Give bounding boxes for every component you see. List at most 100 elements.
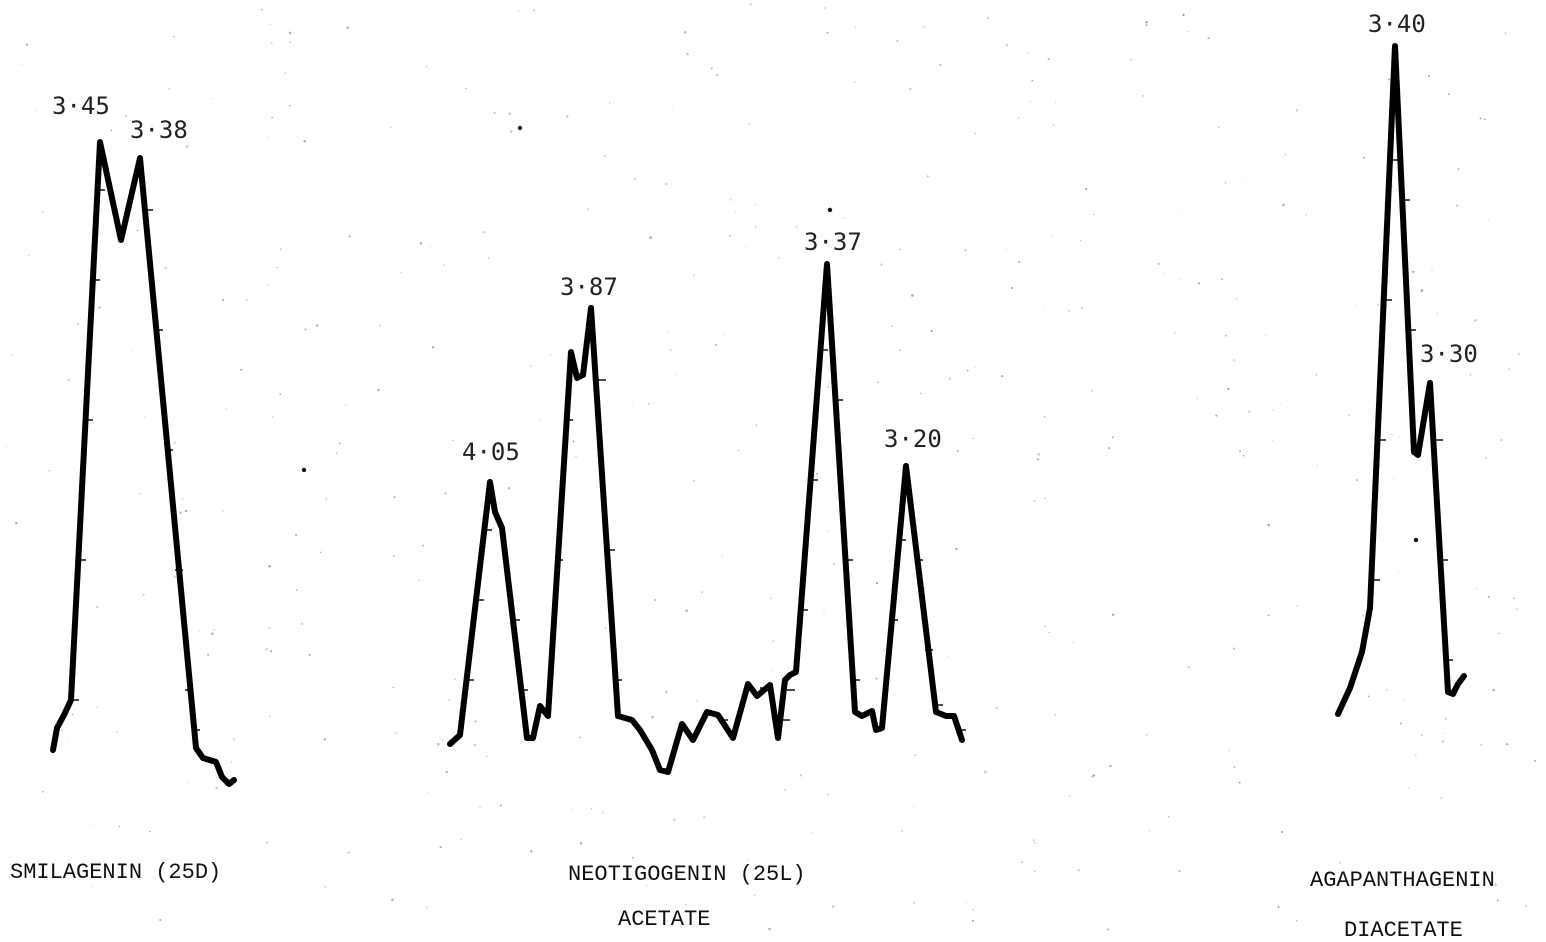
speck [771,670,774,672]
speck [854,26,857,29]
speck [754,204,757,206]
speck [431,346,435,349]
speck [1295,109,1299,112]
speck [1518,353,1520,355]
speck [426,906,429,909]
speck [966,369,969,372]
speck [710,67,713,70]
speck [1053,713,1057,717]
speck [474,720,477,723]
speck [972,437,974,439]
speck [875,582,879,585]
speck [827,385,830,388]
speck [604,627,607,629]
speck [1069,795,1071,797]
speck [667,331,669,333]
speck [379,324,381,327]
compound-name: SMILAGENIN (25D) [10,860,221,885]
speck [795,225,798,229]
speck [769,597,772,600]
speck [335,452,338,454]
speck [394,731,397,735]
speck [1111,436,1114,439]
speck [1492,688,1496,692]
speck [651,716,654,719]
speck [673,818,676,821]
speck [1167,815,1170,818]
speck [1398,572,1400,574]
speck [270,650,273,653]
speck [833,562,835,565]
speck [96,706,98,708]
speck [483,230,486,234]
speck [1048,387,1050,389]
speck [1420,734,1423,736]
ink-dot [1413,537,1419,543]
speck [1496,899,1499,902]
speck [213,629,215,631]
speck [772,640,775,643]
speck [1444,732,1446,734]
speck [572,440,575,443]
speck [173,575,176,578]
speck [1267,614,1270,617]
speck [692,274,695,277]
ink-dot [517,125,523,131]
speck [1068,309,1071,312]
speck [377,388,380,392]
speck [370,81,372,83]
speck [827,793,830,796]
speck [1533,759,1536,762]
speck [1362,156,1365,159]
speck [269,715,271,718]
speck [1265,334,1267,336]
speck [479,807,481,809]
speck [1484,457,1487,459]
speck [185,145,189,148]
speck [956,449,959,452]
speck [825,116,828,118]
speck [1272,409,1274,411]
speck [1162,273,1165,275]
speck [437,742,440,746]
peak-label: 3·40 [1368,10,1426,38]
speck [1348,414,1350,416]
speck [1391,433,1393,436]
speck [1441,740,1445,743]
speck [824,6,827,10]
speck [1355,304,1357,306]
speck [964,249,967,252]
speck [142,593,145,596]
speck [445,770,448,773]
speck [1431,269,1433,272]
speck [1414,754,1417,757]
speck [883,650,885,652]
speck [131,350,133,352]
speck [1480,743,1482,746]
speck [1079,239,1082,242]
speck [338,442,341,445]
speck [98,306,101,309]
speck [125,115,128,118]
compound-name: NEOTIGOGENIN (25L) [568,862,806,887]
speck [508,112,511,115]
speck [198,630,200,632]
speck [1081,307,1083,309]
speck [1286,407,1289,409]
speck [486,755,488,758]
speck [721,555,723,557]
speck [1072,641,1075,643]
speck [1500,439,1503,442]
speck [831,905,835,908]
speck [1427,75,1430,77]
speck [646,884,648,887]
speck [1506,743,1509,746]
speck [448,698,450,701]
speck [168,88,170,90]
speck [1055,101,1057,103]
compound-name-line2: ACETATE [618,907,710,932]
speck [632,404,634,406]
compound-name: AGAPANTHAGENIN [1310,868,1495,893]
peak-label: 3·87 [560,273,618,301]
